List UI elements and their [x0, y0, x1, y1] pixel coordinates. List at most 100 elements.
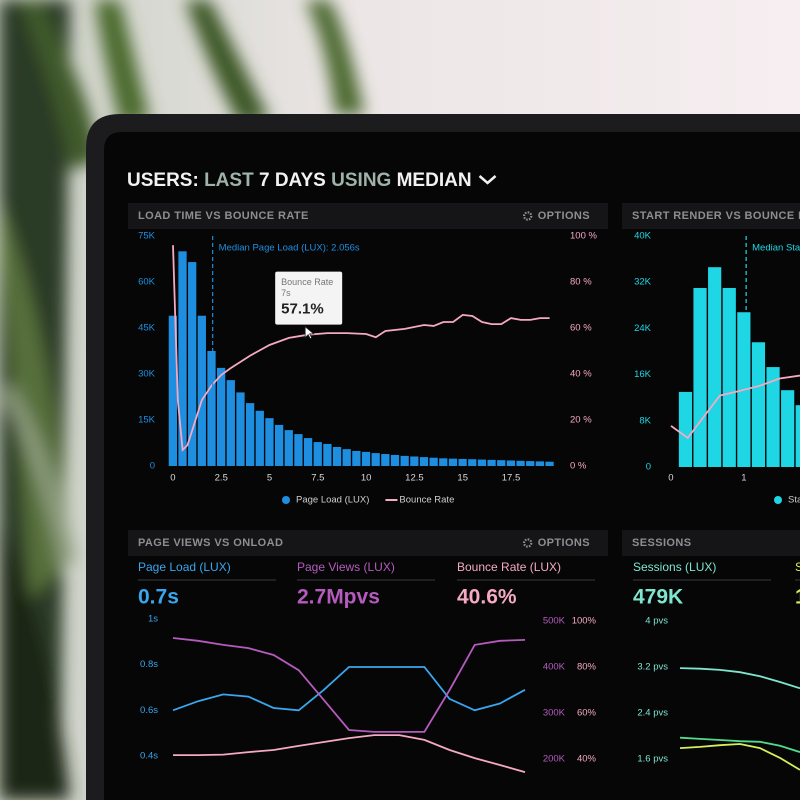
y-tick-label: 0.8s: [140, 659, 158, 670]
kpi-label: Page Load (LUX): [138, 560, 231, 574]
tooltip-x: 7s: [281, 288, 291, 298]
histogram-bar: [313, 442, 322, 466]
y-tick-label: 0.6s: [140, 705, 158, 716]
histogram-bar: [429, 457, 438, 466]
plant: [0, 0, 365, 800]
histogram-bar: [255, 410, 264, 466]
line-series: [173, 734, 526, 773]
kpi-label: Page Views (LUX): [297, 560, 395, 574]
histogram-bar: [400, 455, 409, 466]
histogram-bar: [332, 446, 342, 466]
histogram-bar: [751, 342, 766, 467]
dashboard-title: USERS: LAST 7 DAYS USING MEDIAN: [127, 170, 472, 191]
kpi-label: S: [795, 560, 800, 574]
median-label: Median Page Load (LUX): 2.056s: [219, 243, 360, 254]
histogram-bar: [419, 457, 429, 466]
y-tick-label: 2.4 pvs: [637, 708, 668, 719]
y-tick-label: 15K: [138, 415, 156, 426]
panel-header: [128, 203, 608, 229]
kpi-value: 1: [795, 586, 800, 609]
gear-icon: [522, 538, 533, 548]
histogram-bar: [303, 438, 313, 466]
line-series: [172, 637, 526, 733]
y-tick-label: 300K: [543, 708, 566, 719]
y-tick-label: 30K: [138, 369, 156, 380]
kpi-label: Bounce Rate (LUX): [457, 560, 561, 574]
histogram-bar: [439, 458, 448, 466]
line-series: [679, 667, 800, 690]
y-tick-label: 0.4s: [140, 751, 158, 762]
histogram-bar: [381, 454, 390, 466]
histogram-bar: [284, 430, 293, 466]
panel-header: [622, 530, 800, 556]
y-tick-label: 1.6 pvs: [637, 754, 668, 765]
histogram-bar: [178, 251, 187, 466]
y-tick-label: 0: [646, 462, 651, 473]
histogram-bar: [168, 315, 177, 466]
title-part: USERS:: [127, 170, 204, 191]
x-tick-label: 1: [741, 473, 746, 484]
panel-title: SESSIONS: [632, 537, 691, 549]
tooltip-value: 57.1%: [281, 301, 324, 318]
y-tick-label: 200K: [543, 754, 566, 765]
histogram-bar: [207, 351, 216, 466]
histogram-bar: [535, 461, 545, 466]
histogram-bar: [410, 456, 419, 466]
legend-marker: [282, 496, 290, 504]
histogram-bar: [197, 315, 206, 466]
y-tick-label: 60 %: [570, 323, 592, 334]
y-tick-label: 0 %: [570, 461, 587, 472]
histogram-bar: [361, 451, 371, 466]
y-tick-label: 4 pvs: [645, 616, 668, 627]
histogram-bar: [236, 392, 245, 466]
line-series: [679, 743, 800, 771]
y-tick-label: 24K: [634, 323, 652, 334]
histogram-bar: [371, 453, 380, 466]
kpi-label: Sessions (LUX): [633, 560, 716, 574]
histogram-bar: [497, 460, 506, 466]
options-button[interactable]: OPTIONS: [538, 537, 590, 549]
legend-label: Bounce Rate: [399, 495, 454, 506]
histogram-bar: [545, 461, 554, 466]
histogram-bar: [226, 380, 235, 466]
panel-title: LOAD TIME VS BOUNCE RATE: [138, 210, 309, 222]
histogram-bar: [265, 418, 274, 466]
histogram-bar: [708, 267, 722, 467]
y-tick-label: 45K: [138, 323, 156, 334]
y-tick-label: 3.2 pvs: [637, 662, 668, 673]
histogram-bar: [294, 434, 303, 466]
histogram-bar: [722, 287, 736, 467]
options-button[interactable]: OPTIONS: [538, 210, 590, 222]
histogram-bar: [487, 459, 496, 466]
y-tick-label: 80 %: [570, 277, 592, 288]
y-tick-label: 32K: [634, 277, 652, 288]
panel-header: [128, 530, 608, 556]
x-tick-label: 0: [668, 473, 673, 484]
histogram-bar: [678, 391, 693, 467]
legend-marker: [774, 496, 782, 504]
line-series: [670, 374, 800, 440]
histogram-bar: [323, 443, 332, 466]
x-tick-label: 2.5: [215, 473, 228, 484]
histogram-bar: [458, 458, 467, 466]
y-tick-label: 60%: [577, 708, 597, 719]
cursor: [304, 325, 315, 340]
title-part: LAST: [204, 170, 259, 191]
panel-title: START RENDER VS BOUNCE R: [632, 210, 800, 222]
histogram-bar: [217, 367, 226, 466]
histogram-bar: [516, 460, 525, 466]
y-tick-label: 40K: [634, 231, 652, 242]
panel-header: [622, 203, 800, 229]
y-tick-label: 100 %: [570, 231, 597, 242]
histogram-bar: [188, 262, 197, 466]
dropdown-chevron[interactable]: [478, 175, 497, 185]
kpi-value: 40.6%: [457, 586, 517, 609]
histogram-bar: [477, 459, 487, 466]
y-tick-label: 75K: [138, 231, 156, 242]
histogram-bar: [274, 424, 284, 466]
x-tick-label: 12.5: [405, 473, 424, 484]
histogram-bar: [526, 461, 535, 466]
y-tick-label: 0: [150, 461, 155, 472]
